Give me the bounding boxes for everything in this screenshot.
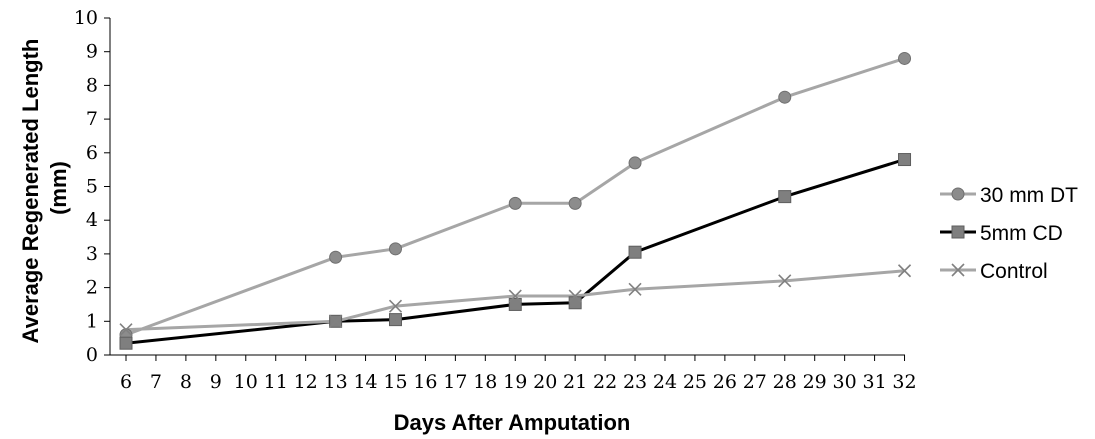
x-tick-label: 15 xyxy=(383,371,407,393)
x-tick-label: 19 xyxy=(503,371,527,393)
legend-item-5mm-cd: 5mm CD xyxy=(940,222,1063,245)
x-tick-label: 7 xyxy=(150,371,162,393)
legend-marker xyxy=(951,225,965,239)
y-tick-label: 3 xyxy=(86,243,98,265)
data-point-5mm-cd xyxy=(628,245,642,259)
axes xyxy=(109,18,905,356)
x-axis-ticks: 6 7 8 9 10 11 12 13 14 15 16 17 18 19 20 21 22 23 24 25 26 27… xyxy=(120,355,917,393)
x-tick-label: 18 xyxy=(473,371,497,393)
data-point-control xyxy=(388,299,403,313)
x-tick-label: 27 xyxy=(743,371,767,393)
legend-marker xyxy=(951,263,965,277)
data-point-5mm-cd xyxy=(568,296,582,310)
x-tick-label: 22 xyxy=(593,371,617,393)
x-tick-label: 24 xyxy=(653,371,677,393)
legend-item-30-mm-dt: 30 mm DT xyxy=(940,184,1078,207)
data-point-5mm-cd xyxy=(898,153,912,167)
data-point-30-mm-dt xyxy=(568,196,582,210)
data-point-30-mm-dt xyxy=(628,156,642,170)
y-tick-label: 10 xyxy=(74,7,98,29)
legend-item-control: Control xyxy=(940,260,1048,283)
data-point-control xyxy=(778,274,792,288)
y-tick-label: 8 xyxy=(86,74,98,96)
x-tick-label: 11 xyxy=(264,371,288,393)
data-point-control xyxy=(897,264,912,278)
series-line-30-mm-dt xyxy=(125,56,905,337)
y-axis-title: Average Regenerated Length (mm) xyxy=(18,33,71,344)
data-point-5mm-cd xyxy=(119,336,133,350)
x-tick-label: 32 xyxy=(892,371,916,393)
x-tick-label: 9 xyxy=(210,371,222,393)
x-tick-label: 10 xyxy=(234,371,258,393)
y-tick-label: 4 xyxy=(86,209,98,231)
data-point-30-mm-dt xyxy=(388,242,402,256)
y-tick-label: 0 xyxy=(86,344,98,366)
x-tick-label: 28 xyxy=(773,371,797,393)
series-line-control xyxy=(125,269,905,332)
y-tick-label: 7 xyxy=(86,108,98,130)
data-point-30-mm-dt xyxy=(778,90,792,104)
x-tick-label: 14 xyxy=(353,371,377,393)
x-tick-label: 23 xyxy=(623,371,647,393)
data-point-5mm-cd xyxy=(388,313,402,327)
legend-label: 5mm CD xyxy=(980,222,1063,245)
x-axis-title: Days After Amputation xyxy=(394,410,631,435)
series-markers xyxy=(119,51,912,350)
y-tick-label: 1 xyxy=(86,310,98,332)
x-tick-label: 31 xyxy=(862,371,886,393)
legend-label: 30 mm DT xyxy=(980,184,1078,207)
y-tick-label: 6 xyxy=(86,142,98,164)
x-tick-label: 6 xyxy=(120,371,132,393)
x-tick-label: 21 xyxy=(563,371,587,393)
legend-marker xyxy=(951,187,965,201)
x-tick-label: 25 xyxy=(683,371,707,393)
x-tick-label: 8 xyxy=(180,371,192,393)
x-tick-label: 26 xyxy=(713,371,737,393)
x-tick-label: 30 xyxy=(833,371,857,393)
y-axis-ticks: 0 1 2 3 4 5 6 7 8 9 10 xyxy=(74,7,110,366)
legend: 30 mm DT 5mm CD Control xyxy=(940,184,1078,283)
x-tick-label: 17 xyxy=(443,371,467,393)
y-axis-title-line-2: (mm) xyxy=(46,161,71,215)
x-tick-label: 12 xyxy=(294,371,318,393)
y-axis-title-line-1: Average Regenerated Length xyxy=(18,39,43,344)
legend-label: Control xyxy=(980,260,1048,283)
x-tick-label: 29 xyxy=(803,371,827,393)
data-point-5mm-cd xyxy=(508,297,522,311)
y-tick-label: 2 xyxy=(86,277,98,299)
data-point-control xyxy=(329,314,343,328)
data-point-30-mm-dt xyxy=(508,196,522,210)
x-tick-label: 16 xyxy=(413,371,437,393)
y-tick-label: 9 xyxy=(86,41,98,63)
data-point-5mm-cd xyxy=(778,190,792,204)
x-tick-label: 13 xyxy=(324,371,348,393)
data-point-control xyxy=(119,323,133,337)
data-point-control xyxy=(628,282,642,296)
data-point-control xyxy=(568,289,582,303)
y-tick-label: 5 xyxy=(86,176,98,198)
x-tick-label: 20 xyxy=(533,371,557,393)
series-line-5mm-cd xyxy=(125,158,905,345)
series-lines xyxy=(125,56,905,345)
data-point-30-mm-dt xyxy=(329,250,343,264)
data-point-control xyxy=(508,289,522,303)
data-point-30-mm-dt xyxy=(898,51,912,65)
